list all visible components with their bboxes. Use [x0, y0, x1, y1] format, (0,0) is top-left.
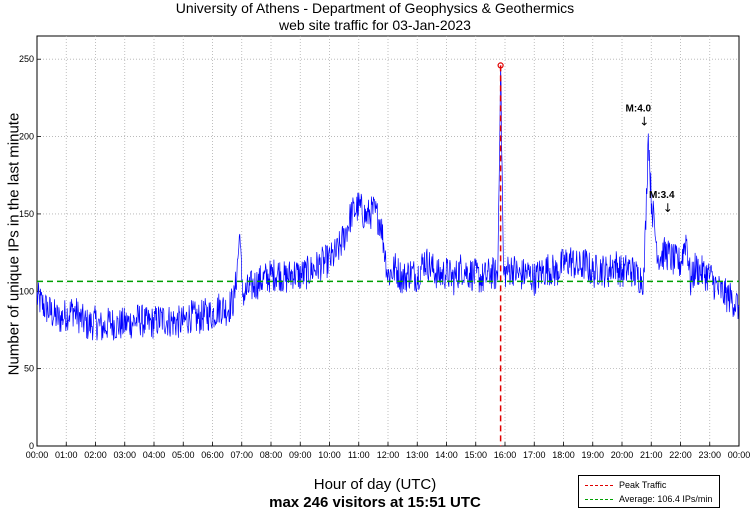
legend-swatch-peak — [585, 484, 613, 486]
chart-title-line2: web site traffic for 03-Jan-2023 — [279, 17, 471, 33]
legend-item-average: Average: 106.4 IPs/min — [585, 493, 712, 505]
x-tick-label: 15:00 — [464, 450, 487, 460]
x-tick-label: 07:00 — [230, 450, 253, 460]
chart-subtitle: max 246 visitors at 15:51 UTC — [269, 494, 481, 511]
x-tick-label: 00:00 — [26, 450, 49, 460]
x-axis-label: Hour of day (UTC) — [313, 476, 437, 493]
x-tick-label: 03:00 — [113, 450, 136, 460]
legend-swatch-average — [585, 498, 613, 500]
annotation-label-1: M:4.0 — [626, 103, 652, 114]
x-tick-label: 21:00 — [640, 450, 663, 460]
chart-title-line1: University of Athens - Department of Geo… — [175, 0, 575, 16]
y-tick-label: 150 — [19, 209, 34, 219]
annotation-label-2: M:3.4 — [649, 190, 675, 201]
x-tick-label: 12:00 — [377, 450, 400, 460]
x-tick-label: 20:00 — [611, 450, 634, 460]
x-tick-label: 16:00 — [494, 450, 517, 460]
y-tick-label: 250 — [19, 54, 34, 64]
x-tick-label: 13:00 — [406, 450, 429, 460]
x-tick-label: 17:00 — [523, 450, 546, 460]
y-tick-label: 0 — [29, 441, 34, 451]
x-tick-label: 06:00 — [201, 450, 224, 460]
y-tick-label: 200 — [19, 132, 34, 142]
legend-label-peak: Peak Traffic — [619, 480, 667, 490]
x-tick-label: 22:00 — [669, 450, 692, 460]
x-tick-label: 02:00 — [84, 450, 107, 460]
x-tick-label: 14:00 — [435, 450, 458, 460]
x-tick-label: 18:00 — [552, 450, 575, 460]
annotation-arrow-2: ↓ — [663, 201, 673, 215]
x-tick-label: 00:00 — [728, 450, 750, 460]
x-tick-label: 19:00 — [581, 450, 604, 460]
x-tick-label: 01:00 — [55, 450, 78, 460]
peak-marker — [497, 62, 504, 69]
annotation-arrow-1: ↓ — [639, 114, 649, 128]
legend: Peak Traffic Average: 106.4 IPs/min — [578, 475, 720, 508]
x-tick-label: 05:00 — [172, 450, 195, 460]
y-tick-label: 100 — [19, 286, 34, 296]
legend-item-peak: Peak Traffic — [585, 479, 666, 491]
legend-label-average: Average: 106.4 IPs/min — [619, 494, 713, 504]
traffic-series-line — [36, 65, 740, 341]
x-tick-label: 11:00 — [348, 450, 370, 460]
x-tick-label: 04:00 — [143, 450, 166, 460]
x-tick-label: 10:00 — [318, 450, 341, 460]
chart-canvas: 00:00 01:00 02:00 03:00 04:00 05:00 06:00 07:00… — [19, 35, 750, 460]
x-tick-label: 23:00 — [698, 450, 721, 460]
y-tick-label: 50 — [24, 364, 34, 374]
x-tick-label: 09:00 — [289, 450, 312, 460]
x-tick-label: 08:00 — [260, 450, 283, 460]
